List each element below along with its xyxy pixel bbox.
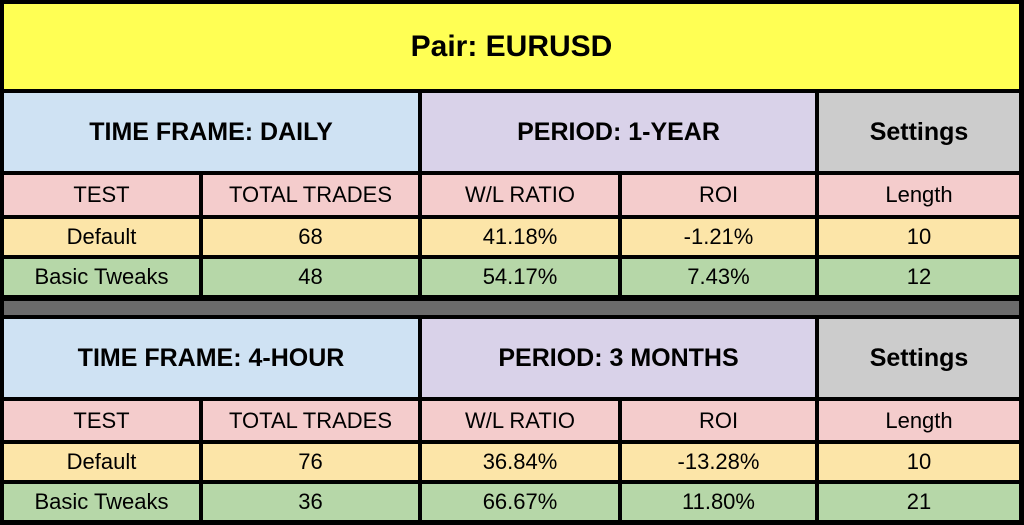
column-header-test: TEST [4, 175, 199, 215]
row-tweaks-test: Basic Tweaks [4, 259, 199, 295]
settings-header-1: Settings [819, 93, 1019, 171]
row-default-test: Default [4, 444, 199, 480]
row-tweaks-total-trades: 48 [203, 259, 418, 295]
column-header-length: Length [819, 175, 1019, 215]
row-default-total-trades: 76 [203, 444, 418, 480]
settings-header-2: Settings [819, 319, 1019, 397]
row-tweaks-roi: 7.43% [622, 259, 815, 295]
row-default-roi: -1.21% [622, 219, 815, 255]
row-tweaks-total-trades: 36 [203, 484, 418, 520]
row-tweaks-wl-ratio: 54.17% [422, 259, 618, 295]
row-default-wl-ratio: 41.18% [422, 219, 618, 255]
timeframe-header-1: TIME FRAME: DAILY [4, 93, 418, 171]
column-header-total-trades: TOTAL TRADES [203, 175, 418, 215]
row-default-length: 10 [819, 444, 1019, 480]
row-tweaks-length: 12 [819, 259, 1019, 295]
column-header-wl-ratio: W/L RATIO [422, 175, 618, 215]
column-header-test: TEST [4, 401, 199, 440]
row-default-wl-ratio: 36.84% [422, 444, 618, 480]
column-header-roi: ROI [622, 175, 815, 215]
column-header-length: Length [819, 401, 1019, 440]
row-tweaks-test: Basic Tweaks [4, 484, 199, 520]
column-header-total-trades: TOTAL TRADES [203, 401, 418, 440]
row-tweaks-wl-ratio: 66.67% [422, 484, 618, 520]
row-default-roi: -13.28% [622, 444, 815, 480]
row-default-test: Default [4, 219, 199, 255]
row-default-length: 10 [819, 219, 1019, 255]
pair-title: Pair: EURUSD [4, 4, 1019, 89]
period-header-1: PERIOD: 1-YEAR [422, 93, 815, 171]
timeframe-header-2: TIME FRAME: 4-HOUR [4, 319, 418, 397]
column-header-wl-ratio: W/L RATIO [422, 401, 618, 440]
row-tweaks-length: 21 [819, 484, 1019, 520]
column-header-roi: ROI [622, 401, 815, 440]
row-default-total-trades: 68 [203, 219, 418, 255]
period-header-2: PERIOD: 3 MONTHS [422, 319, 815, 397]
row-tweaks-roi: 11.80% [622, 484, 815, 520]
section-separator [4, 301, 1019, 315]
